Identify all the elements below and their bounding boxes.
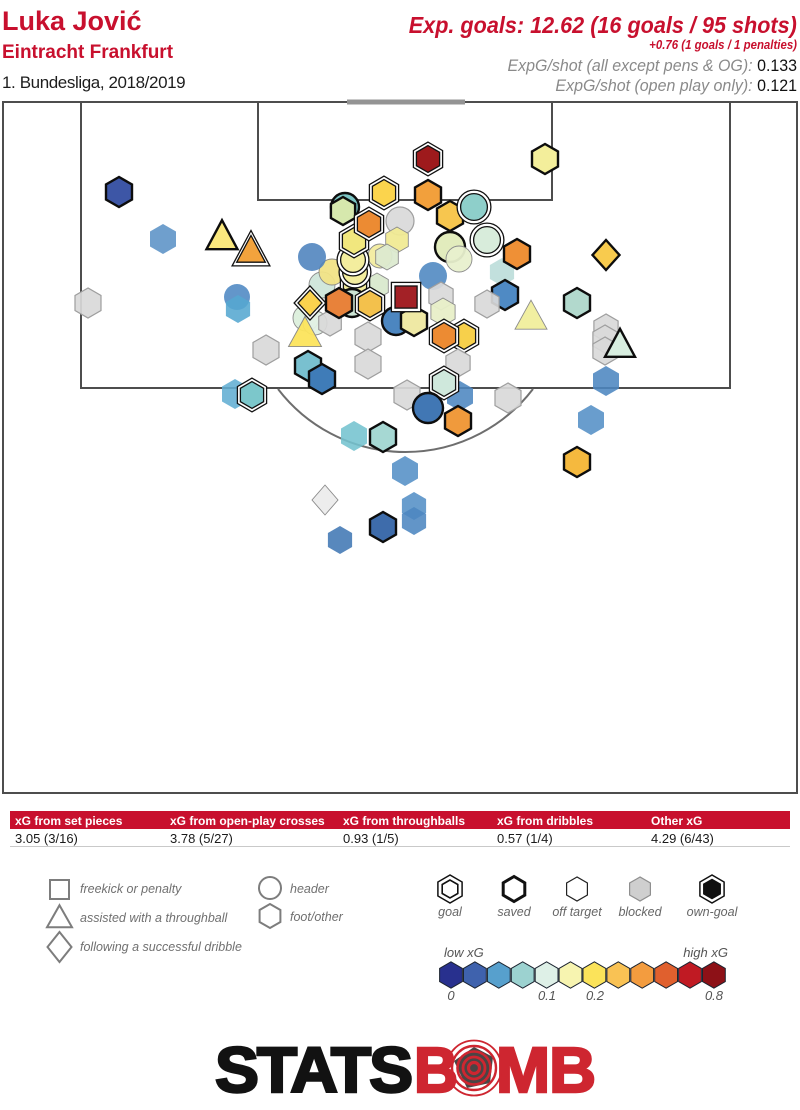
svg-text:saved: saved [497, 905, 531, 919]
svg-text:0.1: 0.1 [538, 988, 556, 1003]
svg-text:high xG: high xG [683, 945, 728, 960]
svg-text:assisted with a throughball: assisted with a throughball [80, 911, 229, 925]
svg-text:freekick or penalty: freekick or penalty [80, 882, 182, 896]
svg-text:own-goal: own-goal [687, 905, 739, 919]
svg-text:goal: goal [438, 905, 463, 919]
svg-text:0: 0 [447, 988, 455, 1003]
svg-text:foot/other: foot/other [290, 910, 344, 924]
svg-text:low xG: low xG [444, 945, 484, 960]
svg-text:header: header [290, 882, 330, 896]
svg-text:STATS: STATS [215, 1034, 411, 1106]
svg-text:0.8: 0.8 [705, 988, 724, 1003]
svg-text:blocked: blocked [618, 905, 662, 919]
svg-text:following a successful dribble: following a successful dribble [80, 940, 242, 954]
svg-text:off target: off target [552, 905, 602, 919]
svg-text:MB: MB [496, 1034, 595, 1106]
svg-text:0.2: 0.2 [586, 988, 605, 1003]
